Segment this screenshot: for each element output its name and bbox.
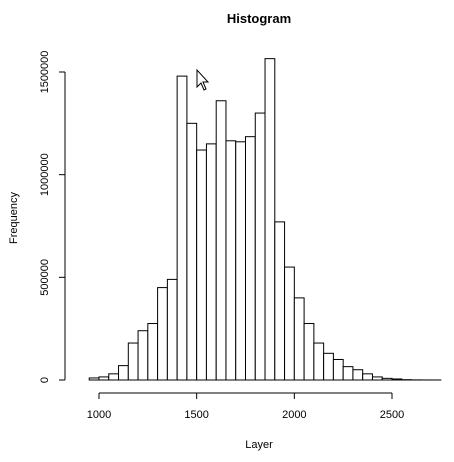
histogram-bar [362, 373, 373, 381]
x-tick-label: 1000 [87, 409, 111, 421]
histogram-bar [196, 149, 207, 381]
histogram-bar [88, 377, 100, 381]
histogram-bar [215, 100, 227, 381]
x-tick-label: 1500 [184, 409, 208, 421]
histogram-bar [147, 323, 159, 381]
histogram-bar [118, 365, 129, 381]
histogram-bar [381, 377, 393, 381]
histogram-bar [313, 342, 325, 381]
histogram-bar [186, 122, 198, 381]
histogram-bar [245, 136, 256, 381]
histogram-bar [352, 369, 364, 381]
histogram-bar [166, 278, 178, 381]
y-axis: 0 500000 1000000 1500000 [39, 51, 66, 383]
histogram-bar [284, 266, 295, 381]
histogram-bar [157, 287, 168, 381]
y-axis-label: Frequency [8, 192, 20, 244]
histogram-bar [127, 342, 139, 381]
y-tick-label: 500000 [39, 259, 51, 296]
histogram-bar [98, 376, 110, 381]
y-tick-label: 0 [39, 377, 51, 383]
bars-group [88, 58, 442, 381]
histogram-bar [371, 376, 383, 381]
histogram-bar [225, 140, 237, 381]
histogram-bar [274, 221, 286, 381]
histogram-bar [205, 143, 217, 381]
histogram-bar [137, 330, 149, 381]
x-tick-label: 2000 [282, 409, 306, 421]
histogram-bar [303, 323, 315, 381]
histogram-bar [254, 112, 266, 381]
histogram-bar [323, 352, 334, 381]
x-axis-label: Layer [245, 439, 273, 451]
histogram-bar [264, 58, 276, 381]
x-tick-label: 2500 [380, 409, 404, 421]
histogram-bar [293, 297, 305, 381]
histogram-bar [108, 373, 120, 381]
chart-title: Histogram [227, 11, 291, 26]
histogram-bar [235, 141, 246, 381]
y-tick-label: 1500000 [39, 51, 51, 94]
mouse-pointer-icon [196, 68, 210, 91]
x-axis: 1000 1500 2000 2500 [87, 392, 404, 421]
histogram-bar [176, 75, 188, 381]
histogram-bar [332, 358, 344, 381]
y-tick-label: 1000000 [39, 153, 51, 196]
histogram-bar [391, 378, 403, 381]
histogram-bar [342, 366, 354, 381]
